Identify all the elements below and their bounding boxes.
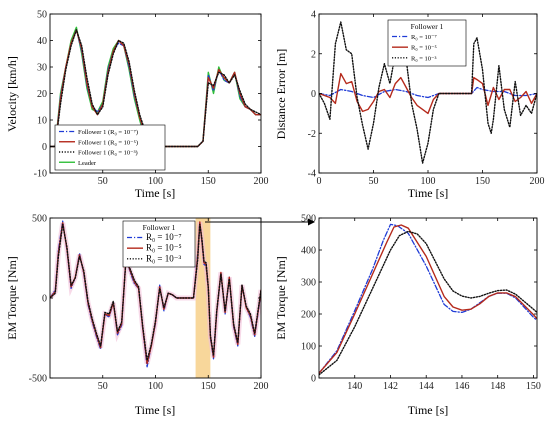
y-tick-label: 20 — [37, 89, 47, 100]
zoom-connector-arrow — [205, 218, 315, 226]
x-tick-label: 0 — [317, 176, 322, 187]
connector-arrowhead — [308, 218, 315, 226]
x-axis-label: Time [s] — [408, 186, 449, 200]
x-axis-label: Time [s] — [135, 403, 176, 417]
x-tick-label: 50 — [98, 176, 108, 187]
series-line-0 — [319, 86, 537, 99]
y-tick-label: 40 — [37, 36, 47, 47]
series-group — [319, 21, 537, 164]
y-tick-label: 30 — [37, 63, 47, 74]
velocity-panel: 50 100 150 200 -10 0 10 20 30 40 50 Time [s] Velocit… — [5, 10, 269, 201]
y-tick-label: 50 — [37, 10, 47, 21]
y-tick-label: -500 — [29, 374, 47, 385]
distance-error-panel: 0 50 100 150 200 -4 -2 0 2 4 Time [s] Distance Erro… — [274, 10, 545, 201]
x-tick-label: 100 — [148, 176, 163, 187]
x-axis-label: Time [s] — [408, 403, 449, 417]
x-tick-label: 140 — [347, 381, 362, 392]
x-axis-label: Time [s] — [135, 186, 176, 200]
legend-entry: Leader — [78, 160, 97, 167]
x-tick-label: 100 — [148, 381, 163, 392]
y-tick-label: 0 — [42, 294, 47, 305]
series-group — [50, 26, 261, 158]
y-axis-label: Distance Error [m] — [274, 49, 288, 140]
x-tick-label: 150 — [201, 176, 216, 187]
y-tick-label: 4 — [311, 10, 316, 21]
x-tick-label: 142 — [383, 381, 398, 392]
y-tick-label: 100 — [301, 342, 316, 353]
legend-entry: Follower 1 (R₀ = 10⁻³) — [78, 150, 138, 157]
series-line-3 — [50, 29, 261, 158]
legend-entry: R₀ = 10⁻⁷ — [146, 232, 182, 242]
x-tick-label: 148 — [490, 381, 505, 392]
legend-box — [122, 220, 196, 268]
y-tick-label: -10 — [34, 169, 47, 180]
series-group — [50, 220, 261, 368]
y-tick-label: 0 — [311, 89, 316, 100]
y-tick-label: 0 — [42, 142, 47, 153]
legend-entry: R₀ = 10⁻⁷ — [411, 34, 437, 41]
x-tick-label: 50 — [369, 176, 379, 187]
series-line-2 — [319, 230, 537, 376]
x-tick-label: 200 — [254, 381, 269, 392]
y-axis-label: EM Torque [Nm] — [5, 256, 19, 340]
legend-entry: Follower 1 (R₀ = 10⁻⁵) — [78, 139, 138, 146]
y-tick-label: 500 — [32, 214, 47, 225]
y-tick-label: -4 — [308, 169, 316, 180]
axes-frame — [318, 217, 538, 379]
y-tick-label: 200 — [301, 310, 316, 321]
x-tick-label: 144 — [419, 381, 434, 392]
x-tick-label: 146 — [454, 381, 469, 392]
y-tick-label: 0 — [311, 374, 316, 385]
legend-entry: Follower 1 (R₀ = 10⁻⁷) — [78, 129, 138, 136]
y-axis-label: EM Torque [Nm] — [274, 256, 288, 340]
x-tick-label: 100 — [421, 176, 436, 187]
legend-entry: R₀ = 10⁻⁵ — [411, 45, 437, 52]
legend-entry: R₀ = 10⁻³ — [411, 55, 436, 62]
series-line-1 — [319, 224, 537, 374]
y-tick-label: -2 — [308, 129, 316, 140]
x-tick-label: 200 — [254, 176, 269, 187]
legend-title: Follower 1 — [411, 22, 444, 31]
y-tick-label: 10 — [37, 116, 47, 127]
legend-entry: R₀ = 10⁻³ — [146, 253, 181, 263]
x-tick-label: 150 — [475, 176, 490, 187]
y-tick-label: 2 — [311, 49, 316, 60]
y-axis-label: Velocity [km/h] — [5, 56, 19, 132]
y-tick-label: 400 — [301, 246, 316, 257]
legend: Follower 1 (R₀ = 10⁻⁷) Follower 1 (R₀ = 1… — [54, 124, 166, 171]
series-group — [319, 223, 537, 376]
series-line-1 — [319, 72, 537, 115]
legend: Follower 1 R₀ = 10⁻⁷ R₀ = 10⁻⁵ R₀ = 10⁻³ — [387, 19, 467, 67]
legend-title: Follower 1 — [143, 223, 176, 232]
x-tick-label: 150 — [526, 381, 541, 392]
series-line-2 — [50, 223, 261, 362]
x-tick-label: 200 — [530, 176, 545, 187]
y-tick-label: 300 — [301, 278, 316, 289]
legend: Follower 1R₀ = 10⁻⁷R₀ = 10⁻⁵R₀ = 10⁻³ — [122, 220, 196, 268]
x-tick-label: 50 — [98, 381, 108, 392]
em-torque-panel: 50 100 150 200 -500 0 500 Time [s] EM Torque [Nm… — [5, 214, 269, 418]
series-line-2 — [319, 21, 537, 164]
x-tick-label: 150 — [201, 381, 216, 392]
legend-entry: R₀ = 10⁻⁵ — [146, 243, 182, 253]
